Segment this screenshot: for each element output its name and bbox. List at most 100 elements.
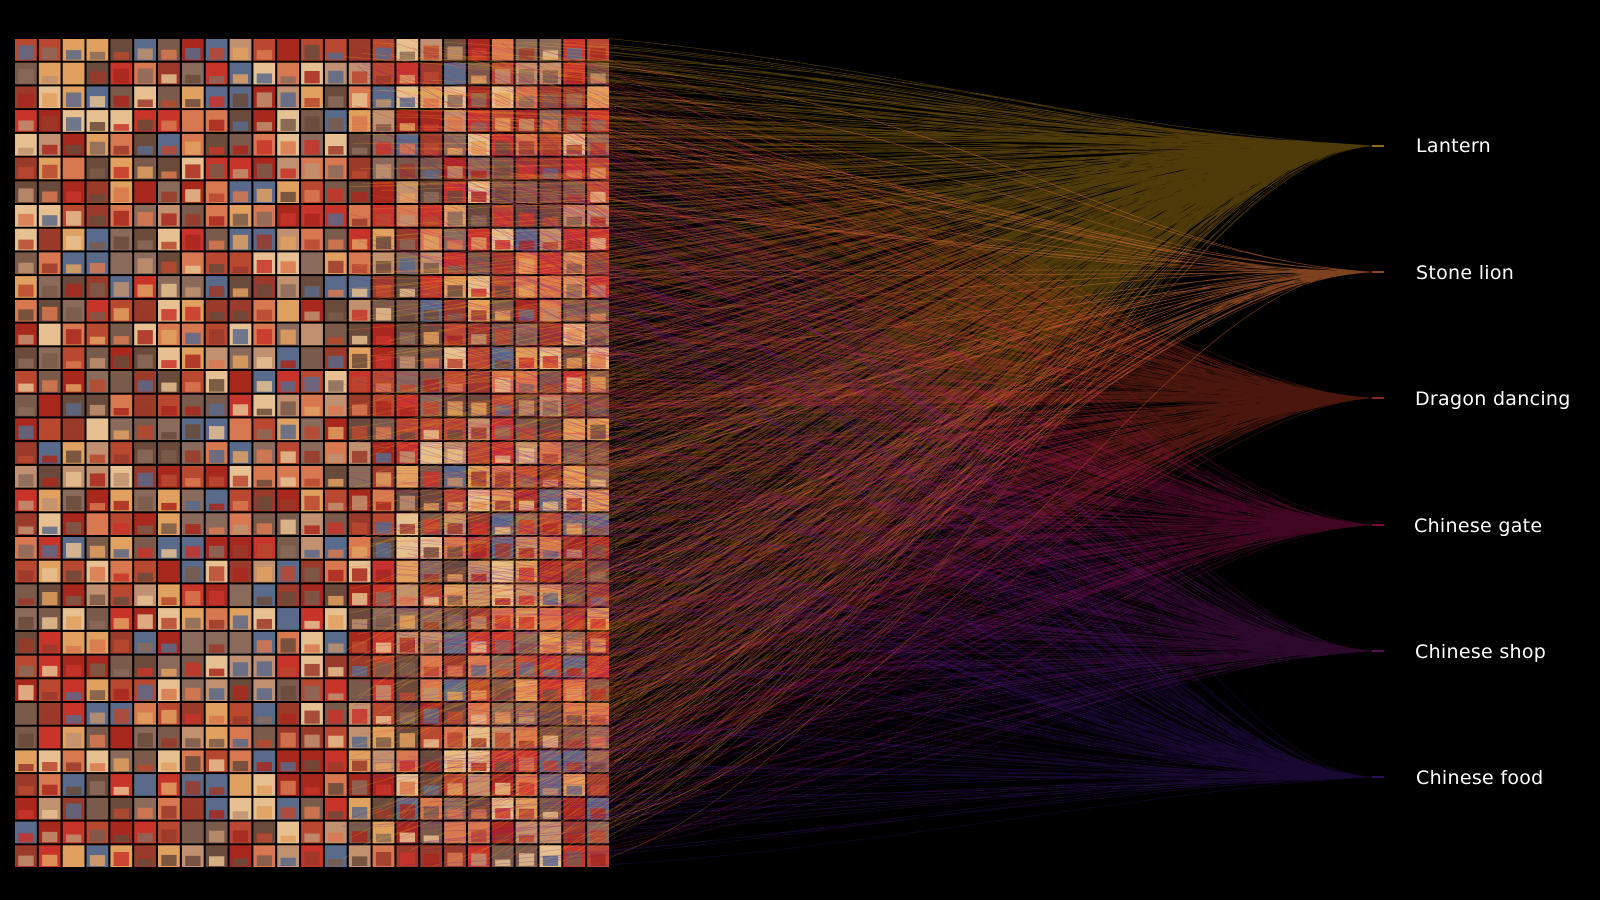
photo-thumbnail <box>468 845 490 867</box>
photo-thumbnail <box>372 537 395 559</box>
photo-thumbnail <box>86 252 109 275</box>
photo-thumbnail <box>110 62 133 85</box>
photo-thumbnail <box>372 371 395 393</box>
photo-thumbnail <box>229 608 252 630</box>
photo-thumbnail <box>229 821 252 844</box>
photo-thumbnail <box>229 371 252 393</box>
photo-thumbnail <box>229 513 252 535</box>
photo-thumbnail <box>372 133 395 156</box>
photo-thumbnail <box>563 133 586 156</box>
photo-thumbnail <box>134 394 156 417</box>
photo-thumbnail <box>420 323 443 346</box>
photo-thumbnail <box>587 774 609 796</box>
photo-thumbnail <box>301 821 323 844</box>
photo-thumbnail <box>515 228 538 251</box>
edges-chinese-gate <box>343 39 1373 863</box>
photo-thumbnail <box>348 560 371 583</box>
photo-thumbnail <box>229 252 252 275</box>
photo-thumbnail <box>62 110 85 132</box>
photo-thumbnail <box>444 86 466 109</box>
photo-thumbnail <box>158 584 180 607</box>
photo-thumbnail <box>324 228 347 251</box>
photo-thumbnail <box>15 39 37 61</box>
photo-thumbnail <box>181 252 204 275</box>
photo-thumbnail <box>587 584 609 607</box>
photo-thumbnail <box>38 703 61 725</box>
photo-thumbnail <box>420 62 443 85</box>
photo-thumbnail <box>62 133 85 156</box>
photo-thumbnail <box>253 560 276 583</box>
photo-thumbnail <box>324 276 347 298</box>
photo-thumbnail <box>587 631 609 654</box>
photo-thumbnail <box>301 62 323 85</box>
photo-thumbnail <box>181 62 204 85</box>
photo-thumbnail <box>134 608 156 630</box>
photo-thumbnail <box>110 252 133 275</box>
photo-thumbnail <box>468 394 490 417</box>
photo-thumbnail <box>301 228 323 251</box>
photo-thumbnail <box>587 537 609 559</box>
photo-thumbnail <box>396 252 419 275</box>
photo-thumbnail <box>253 726 276 749</box>
photo-thumbnail <box>110 797 133 820</box>
photo-thumbnail <box>38 750 61 773</box>
photo-thumbnail <box>539 631 562 654</box>
photo-thumbnail <box>181 750 204 773</box>
photo-thumbnail <box>491 228 514 251</box>
photo-thumbnail <box>372 39 395 61</box>
photo-thumbnail <box>62 537 85 559</box>
photo-thumbnail <box>253 774 276 796</box>
photo-thumbnail <box>444 205 466 227</box>
photo-thumbnail <box>324 845 347 867</box>
photo-thumbnail <box>372 560 395 583</box>
photo-thumbnail <box>539 133 562 156</box>
photo-thumbnail <box>515 62 538 85</box>
photo-thumbnail <box>205 276 228 298</box>
photo-thumbnail <box>229 86 252 109</box>
photo-thumbnail <box>468 276 490 298</box>
photo-thumbnail <box>181 608 204 630</box>
photo-thumbnail <box>277 560 299 583</box>
photo-thumbnail <box>420 228 443 251</box>
photo-thumbnail <box>277 418 299 441</box>
photo-thumbnail <box>301 750 323 773</box>
photo-thumbnail <box>62 489 85 512</box>
photo-thumbnail <box>277 489 299 512</box>
photo-thumbnail <box>468 821 490 844</box>
photo-thumbnail <box>158 726 180 749</box>
photo-thumbnail <box>62 205 85 227</box>
photo-thumbnail <box>158 631 180 654</box>
photo-thumbnail <box>348 774 371 796</box>
photo-thumbnail <box>491 252 514 275</box>
photo-thumbnail <box>396 584 419 607</box>
photo-thumbnail <box>205 157 228 180</box>
photo-thumbnail <box>253 133 276 156</box>
photo-thumbnail <box>181 110 204 132</box>
photo-thumbnail <box>587 750 609 773</box>
photo-thumbnail <box>229 276 252 298</box>
photo-thumbnail <box>110 489 133 512</box>
photo-thumbnail <box>539 62 562 85</box>
photo-thumbnail <box>86 679 109 701</box>
photo-thumbnail <box>515 418 538 441</box>
photo-thumbnail <box>444 394 466 417</box>
photo-thumbnail <box>468 655 490 678</box>
photo-thumbnail <box>38 655 61 678</box>
photo-thumbnail <box>587 703 609 725</box>
photo-thumbnail <box>181 774 204 796</box>
photo-thumbnail <box>301 489 323 512</box>
photo-thumbnail <box>205 703 228 725</box>
photo-thumbnail <box>563 537 586 559</box>
photo-thumbnail <box>205 252 228 275</box>
photo-thumbnail <box>134 750 156 773</box>
photo-thumbnail <box>277 205 299 227</box>
photo-thumbnail <box>491 157 514 180</box>
photo-thumbnail <box>277 679 299 701</box>
photo-thumbnail <box>444 726 466 749</box>
photo-thumbnail <box>134 86 156 109</box>
photo-thumbnail <box>86 797 109 820</box>
photo-thumbnail <box>563 489 586 512</box>
photo-thumbnail <box>587 228 609 251</box>
photo-thumbnail <box>205 205 228 227</box>
photo-thumbnail <box>372 797 395 820</box>
